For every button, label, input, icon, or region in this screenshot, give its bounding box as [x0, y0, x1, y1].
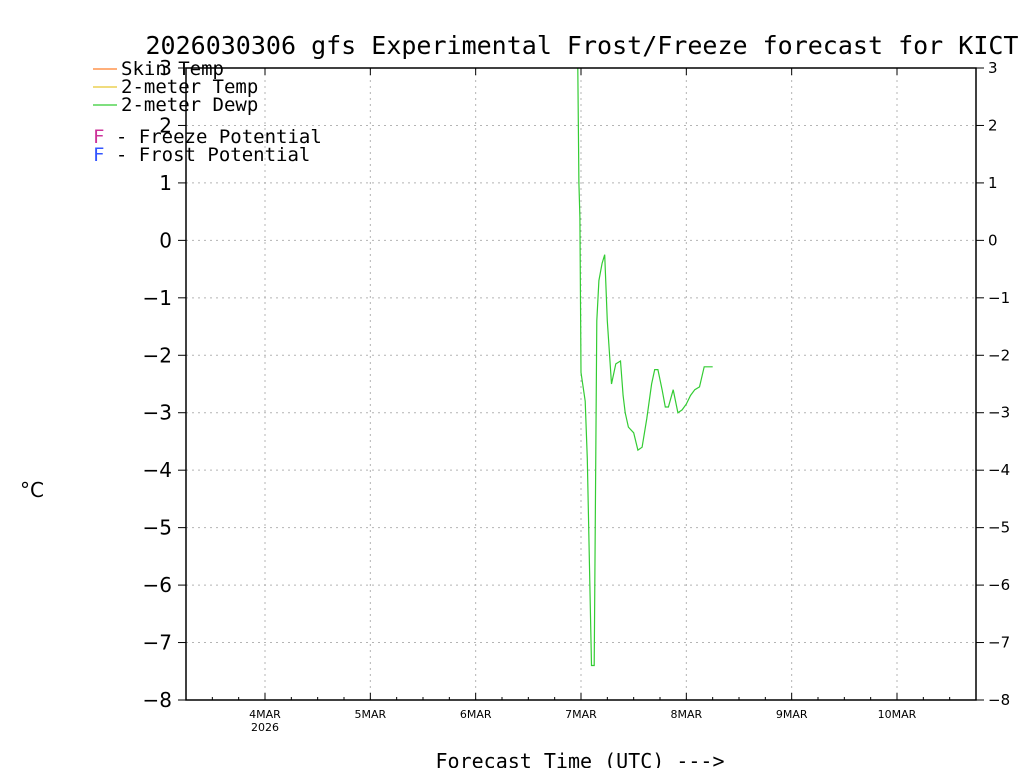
y-tick-label: −6: [143, 573, 172, 597]
y-tick-label: −5: [143, 516, 172, 540]
x-tick-label: 7MAR: [565, 708, 597, 721]
y-tick-label-right: −6: [988, 576, 1010, 594]
legend-item: Skin Temp: [93, 58, 224, 80]
legend-label: 2-meter Dewp: [121, 94, 258, 116]
legend-label: Skin Temp: [121, 58, 224, 80]
y-tick-label-right: 3: [988, 59, 998, 77]
legend-item: 2-meter Temp: [93, 76, 258, 98]
y-tick-label-right: −4: [988, 461, 1010, 479]
y-tick-label: −7: [143, 631, 172, 655]
potential-legend-item: F - Freeze Potential: [93, 126, 322, 148]
y-tick-label: −8: [143, 688, 172, 712]
y-tick-label: −1: [143, 286, 172, 310]
y-tick-label-right: −8: [988, 691, 1010, 709]
series-layer: [577, 67, 713, 667]
y-tick-label-right: 0: [988, 231, 998, 249]
y-tick-label: −3: [143, 401, 172, 425]
y-tick-label: 0: [159, 228, 172, 252]
x-tick-label: 10MAR: [878, 708, 917, 721]
y-tick-label-right: −3: [988, 404, 1010, 422]
y-tick-label-right: −7: [988, 634, 1010, 652]
y-axis-label: °C: [20, 478, 44, 502]
x-tick-label: 4MAR: [249, 708, 281, 721]
y-tick-label-right: −1: [988, 289, 1010, 307]
x-tick-label: 6MAR: [460, 708, 492, 721]
series-line-2-meter-dewp: [577, 67, 713, 667]
y-tick-label: 2: [159, 113, 172, 137]
potential-label: - Freeze Potential: [104, 126, 321, 148]
y-tick-label: 3: [159, 56, 172, 80]
legend-label: 2-meter Temp: [121, 76, 258, 98]
y-tick-label-right: −5: [988, 519, 1010, 537]
axis-layer: 3 3 2 2 1 1 0 0 −1 −1 −2 −2 −3 −3 −4 −4 −5 −5 −6 −6 −7 −7 −8 −8…: [143, 56, 1011, 734]
chart-title: 2026030306 gfs Experimental Frost/Freeze…: [146, 31, 1019, 60]
potential-legend-item: F - Frost Potential: [93, 144, 310, 166]
potential-symbol: F: [93, 144, 104, 166]
x-tick-label: 5MAR: [354, 708, 386, 721]
y-tick-label-right: 1: [988, 174, 998, 192]
potential-symbol: F: [93, 126, 104, 148]
x-tick-label: 8MAR: [670, 708, 702, 721]
y-tick-label: −4: [143, 458, 172, 482]
legend-item: 2-meter Dewp: [93, 94, 258, 116]
y-tick-label: −2: [143, 343, 172, 367]
y-tick-label-right: −2: [988, 346, 1010, 364]
y-tick-label-right: 2: [988, 116, 998, 134]
potential-label: - Frost Potential: [104, 144, 310, 166]
x-tick-label: 9MAR: [776, 708, 808, 721]
y-tick-label: 1: [159, 171, 172, 195]
x-tick-sublabel: 2026: [251, 721, 279, 734]
x-axis-label: Forecast Time (UTC) --->: [436, 749, 725, 768]
